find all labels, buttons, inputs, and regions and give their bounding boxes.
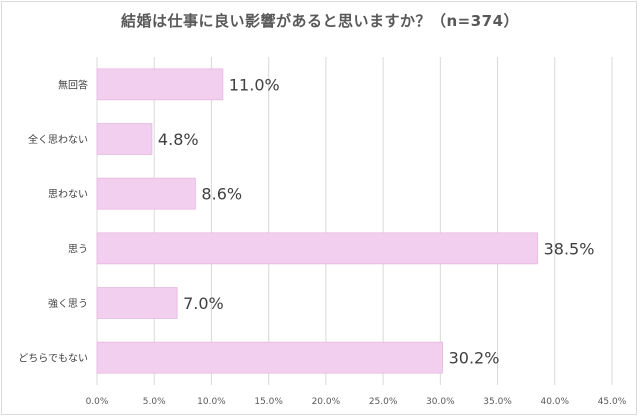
grid-lines bbox=[96, 57, 613, 385]
data-label: 7.0% bbox=[183, 294, 224, 313]
x-tick-label: 15.0% bbox=[254, 397, 283, 407]
x-tick-label: 0.0% bbox=[86, 397, 109, 407]
data-label: 38.5% bbox=[544, 239, 595, 258]
bar bbox=[96, 287, 178, 319]
bar bbox=[96, 177, 196, 210]
x-tick-label: 25.0% bbox=[369, 397, 398, 407]
x-tick-label: 20.0% bbox=[312, 397, 341, 407]
data-label: 30.2% bbox=[449, 349, 500, 368]
data-labels: 11.0% 4.8% 8.6% 38.5% 7.0% 30.2% bbox=[158, 75, 595, 367]
bar bbox=[96, 123, 153, 155]
data-label: 8.6% bbox=[201, 185, 242, 204]
bar bbox=[96, 68, 224, 101]
x-axis-tick-labels: 0.0% 5.0% 10.0% 15.0% 20.0% 25.0% 30.0% 35.0% 40… bbox=[86, 397, 627, 407]
data-label: 4.8% bbox=[158, 130, 199, 149]
x-tick-label: 35.0% bbox=[483, 397, 512, 407]
chart-title: 結婚は仕事に良い影響があると思いますか？（n=374） bbox=[0, 10, 640, 31]
x-tick-label: 5.0% bbox=[143, 397, 166, 407]
data-label: 11.0% bbox=[229, 75, 280, 94]
x-tick-label: 10.0% bbox=[197, 397, 226, 407]
bars bbox=[96, 68, 539, 374]
x-tick-label: 30.0% bbox=[426, 397, 455, 407]
bar bbox=[96, 341, 444, 374]
x-tick-label: 45.0% bbox=[598, 397, 627, 407]
category-label: 全く思わない bbox=[28, 133, 88, 146]
x-tick-label: 40.0% bbox=[540, 397, 569, 407]
category-label: 思う bbox=[68, 243, 88, 255]
bar bbox=[96, 232, 539, 265]
category-label: 思わない bbox=[48, 189, 88, 201]
category-label: 強く思う bbox=[48, 297, 88, 310]
category-label: どちらでもない bbox=[18, 353, 88, 365]
chart-title-text: 結婚は仕事に良い影響があると思いますか？（n=374） bbox=[120, 12, 520, 30]
category-label: 無回答 bbox=[58, 78, 88, 91]
